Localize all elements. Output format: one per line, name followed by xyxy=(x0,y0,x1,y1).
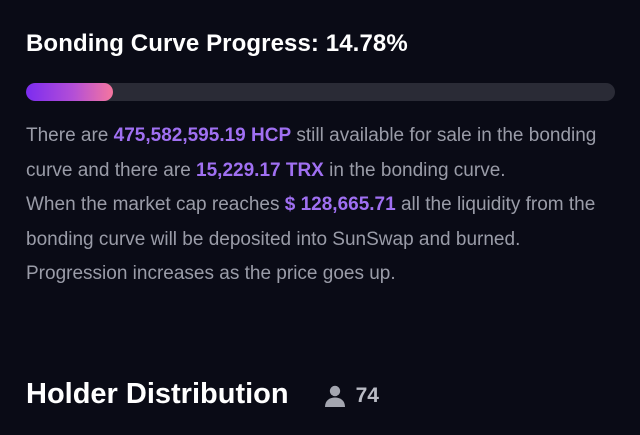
market-cap-text-start: When the market cap reaches xyxy=(26,194,285,215)
trx-in-curve-amount: 15,229.17 TRX xyxy=(196,159,324,181)
bonding-curve-title-label: Bonding Curve Progress: xyxy=(26,30,326,57)
market-cap-text-end: all the liquidity from the bonding curve… xyxy=(26,194,596,284)
bonding-curve-progress-percent: 14.78% xyxy=(325,30,408,57)
person-icon xyxy=(323,384,347,408)
bonding-curve-market-cap-text: When the market cap reaches $ 128,665.71… xyxy=(26,188,626,292)
availability-text-end: in the bonding curve. xyxy=(323,159,506,181)
holder-distribution-title: Holder Distribution xyxy=(26,378,289,410)
bonding-curve-availability-text: There are 475,582,595.19 HCP still avail… xyxy=(26,119,626,188)
availability-text-middle: still available for sale in the bonding … xyxy=(26,125,597,181)
holder-count: 74 xyxy=(355,383,379,407)
bonding-curve-progress-bar xyxy=(26,83,615,101)
holder-count-badge: 74 xyxy=(323,384,379,408)
bonding-curve-progress-fill xyxy=(26,83,114,101)
bonding-curve-title: Bonding Curve Progress: 14.78% xyxy=(26,30,408,58)
hcp-available-amount: 475,582,595.19 HCP xyxy=(113,125,292,146)
availability-text-start: There are xyxy=(26,125,114,146)
holder-distribution-header: Holder Distribution 74 xyxy=(26,378,379,411)
target-market-cap-amount: $ 128,665.71 xyxy=(284,194,396,215)
bonding-curve-description: There are 475,582,595.19 HCP still avail… xyxy=(26,119,626,292)
